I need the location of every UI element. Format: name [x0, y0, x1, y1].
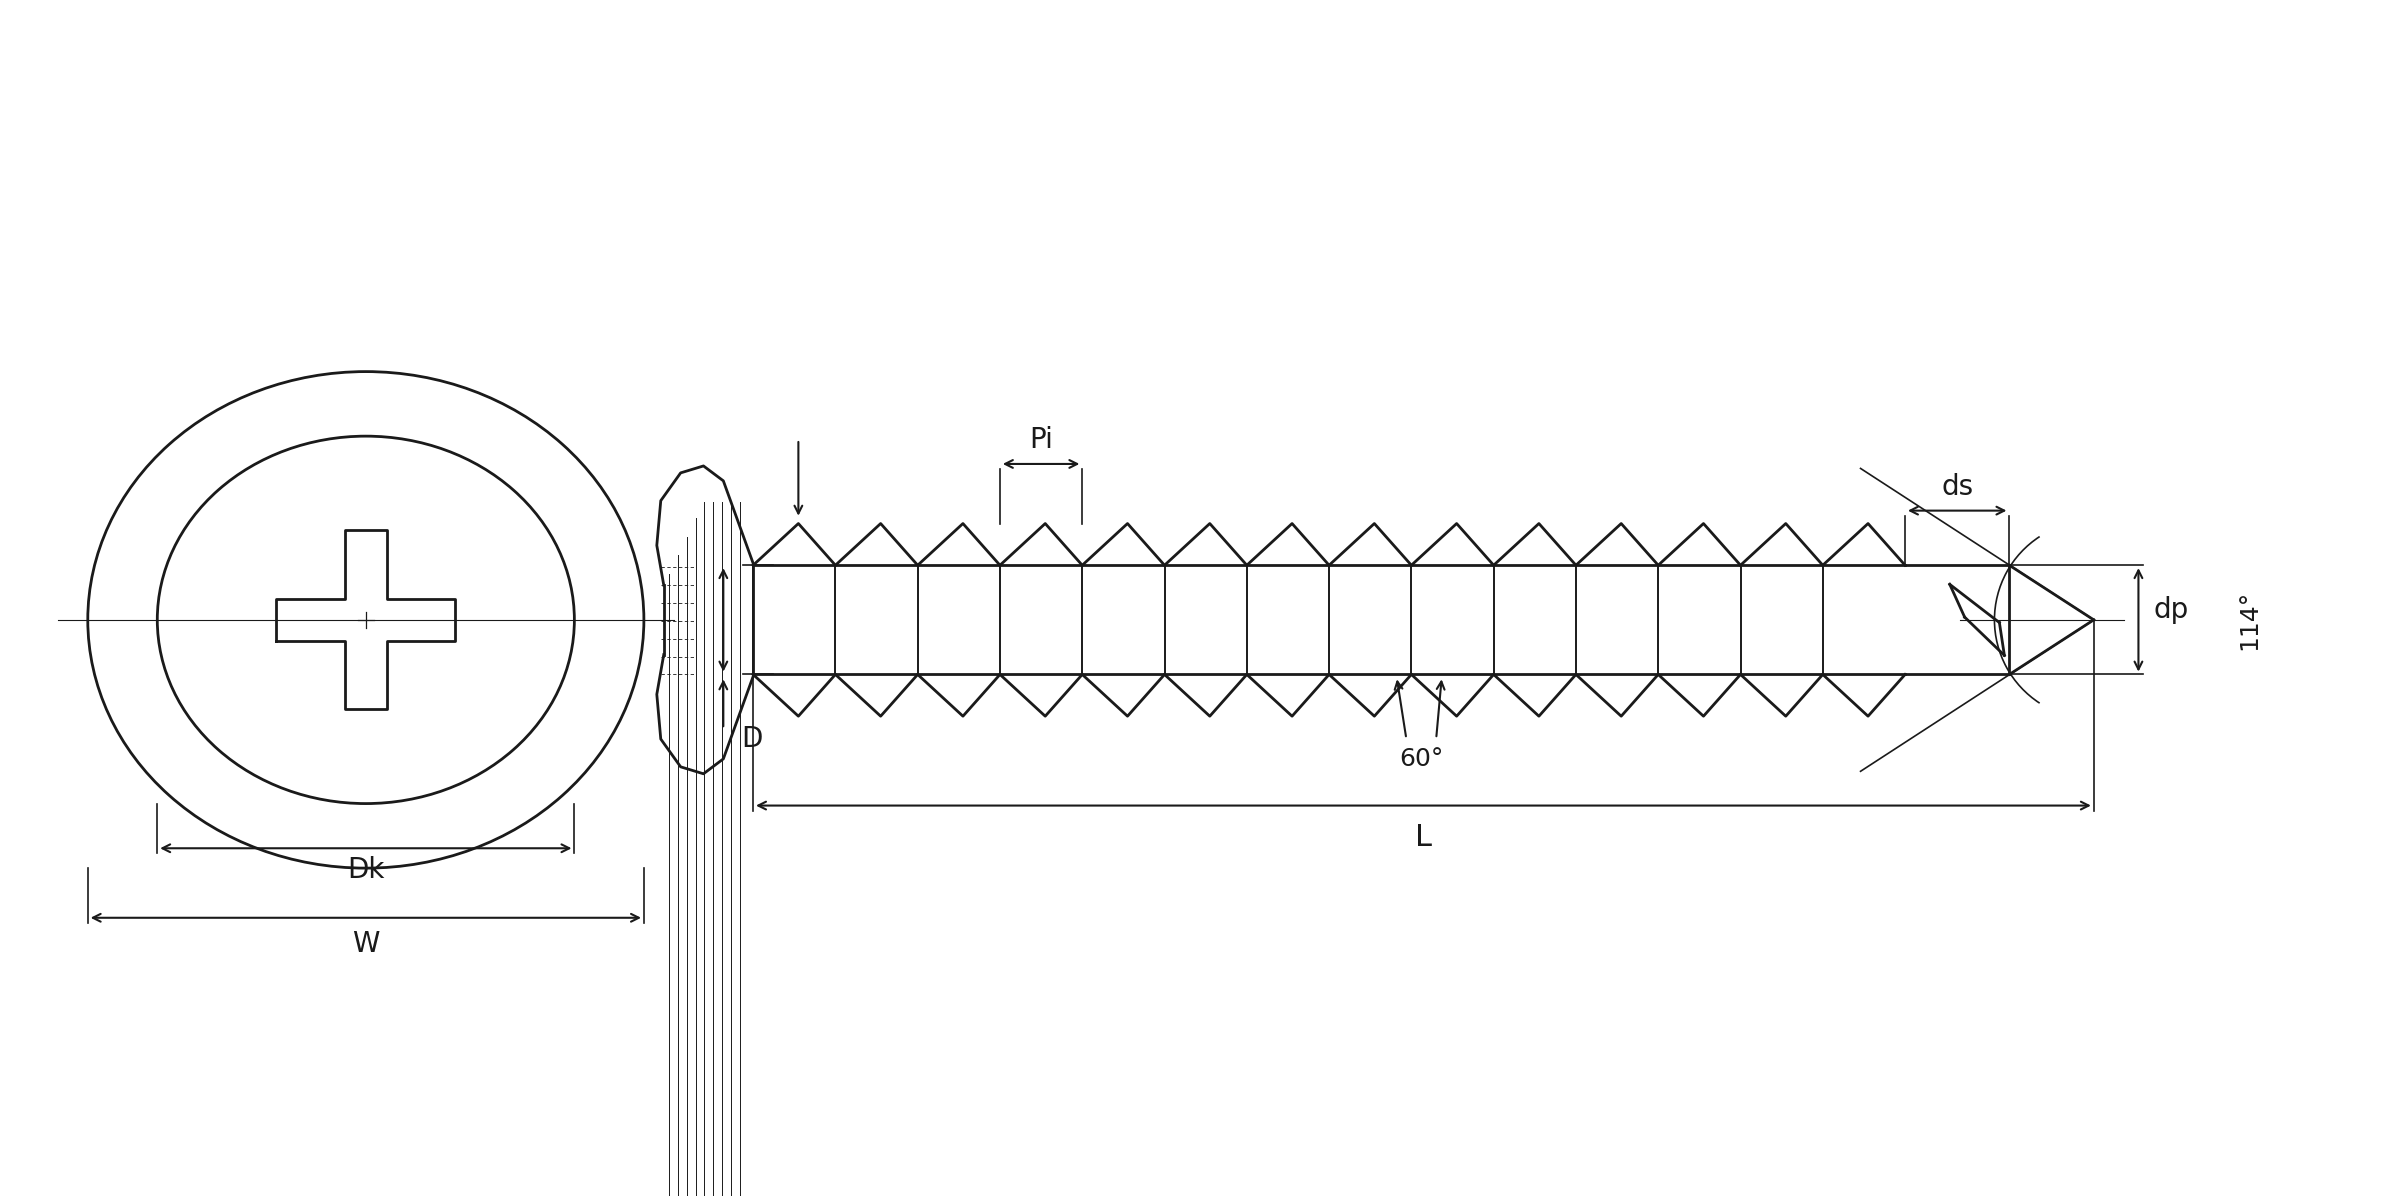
- Text: 114°: 114°: [2237, 589, 2261, 650]
- Text: Pi: Pi: [1030, 426, 1054, 454]
- Text: W: W: [353, 930, 379, 958]
- Text: dp: dp: [2153, 596, 2189, 624]
- Text: ds: ds: [1942, 473, 1973, 500]
- Text: 60°: 60°: [1399, 746, 1442, 770]
- Text: Dk: Dk: [348, 857, 384, 884]
- Text: L: L: [1416, 823, 1433, 852]
- Text: D: D: [742, 725, 763, 754]
